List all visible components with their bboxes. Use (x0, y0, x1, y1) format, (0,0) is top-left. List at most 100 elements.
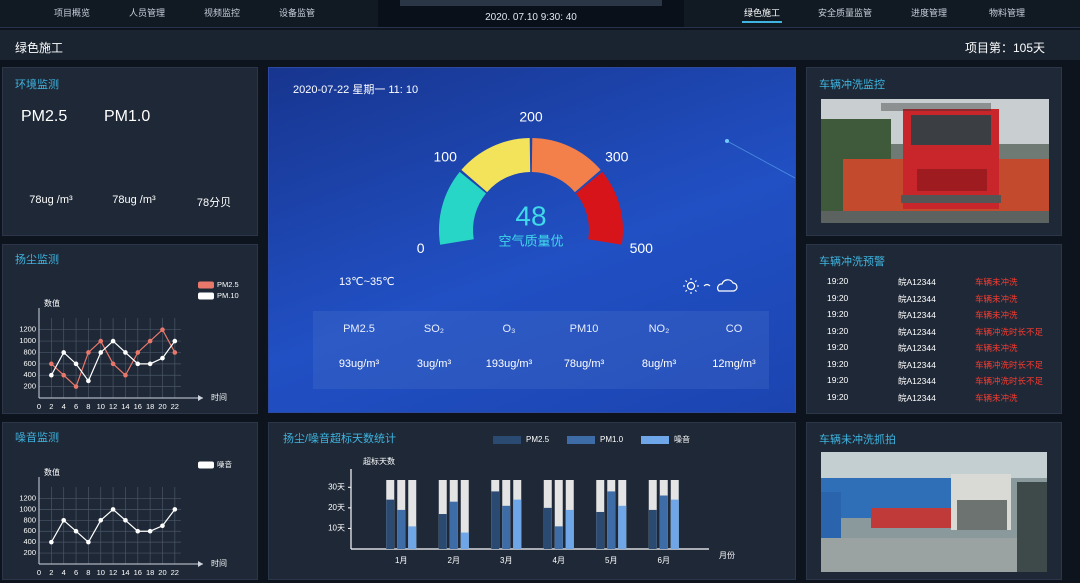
warning-cell: 19:20 (827, 375, 849, 385)
nav-item[interactable]: 项目概览 (53, 8, 90, 18)
gauge-segment (575, 171, 623, 245)
y-tick-label: 200 (23, 382, 36, 391)
x-axis-label: 时间 (211, 558, 227, 568)
bar (513, 499, 522, 549)
data-point (73, 384, 79, 389)
env-value: 78ug /m³ (29, 194, 73, 206)
pollutant-name: O₃ (502, 323, 516, 335)
nav-item[interactable]: 物料管理 (988, 8, 1025, 18)
y-axis-label: 数值 (44, 467, 60, 477)
header-title: 绿色施工 (15, 41, 64, 55)
data-point (98, 518, 104, 523)
bar (438, 514, 447, 549)
bar (596, 511, 605, 549)
data-point (135, 361, 141, 367)
warning-cell: 皖A12344 (898, 326, 936, 337)
warning-cell: 车辆冲洗时长不足 (975, 326, 1044, 337)
data-point (86, 378, 91, 384)
gauge-tick-label: 0 (417, 240, 425, 256)
bar (607, 491, 616, 549)
bar (449, 501, 458, 549)
wash-monitor-panel: 车辆冲洗监控 (806, 67, 1062, 236)
project-day: 项目第：105天 (964, 41, 1045, 55)
gauge-tick-label: 300 (605, 149, 629, 165)
x-tick-label: 2 (49, 568, 53, 577)
x-tick-label: 20 (158, 402, 166, 411)
temperature: 13℃~35℃ (339, 276, 395, 288)
legend-label: 噪音 (674, 434, 690, 444)
data-point (73, 361, 79, 367)
gauge-tick-label: 200 (519, 109, 543, 125)
data-point (86, 350, 91, 355)
x-tick-label: 6 (74, 402, 78, 411)
axis-arrow (198, 395, 203, 401)
bar (618, 505, 627, 549)
data-point (172, 350, 178, 355)
x-axis-label: 月份 (719, 550, 735, 560)
nav-active-underline (742, 21, 782, 23)
bar (408, 526, 417, 549)
y-axis-label: 数值 (44, 298, 60, 308)
legend-swatch (641, 436, 669, 444)
data-point (172, 507, 178, 512)
air-quality-panel: 2020-07-22 星期一 11: 10 0 100 200 300 500 48 空气质… (268, 67, 796, 413)
gauge-label: 空气质量优 (498, 233, 563, 248)
x-tick-label: 10 (97, 402, 105, 411)
y-tick-label: 30天 (328, 482, 345, 491)
data-point (61, 372, 66, 378)
legend-swatch (493, 436, 521, 444)
y-tick-label: 20天 (328, 503, 345, 512)
x-tick-label: 20 (158, 568, 166, 577)
x-tick-label: 2月 (448, 556, 460, 565)
y-tick-label: 200 (23, 548, 36, 557)
warning-cell: 车辆冲洗时长不足 (975, 376, 1044, 386)
data-point (172, 338, 178, 344)
warning-cell: 19:20 (827, 391, 849, 402)
y-tick-label: 400 (23, 370, 36, 379)
nav-item[interactable]: 安全质量监管 (817, 8, 872, 18)
warning-cell: 皖A12344 (898, 343, 936, 353)
chart-title: 扬尘/噪音超标天数统计 (283, 431, 396, 445)
data-point (135, 350, 141, 355)
bar (502, 505, 511, 549)
noise-chart: 噪音监测 200 400 600 800 1000 1200 0 2 4 6 8 10 12 14 16 18 2… (15, 430, 232, 577)
nav-item[interactable]: 进度管理 (910, 8, 947, 18)
data-point (73, 528, 79, 534)
data-point (147, 338, 153, 344)
nav-item[interactable]: 人员管理 (128, 8, 165, 18)
weather-icons (683, 278, 738, 294)
data-point (61, 518, 66, 523)
data-point (110, 338, 116, 344)
pollutant-value: 93ug/m³ (338, 358, 380, 370)
nav-item[interactable]: 视频监控 (203, 8, 240, 18)
nav-item[interactable]: 设备监管 (278, 8, 315, 18)
data-point (123, 372, 128, 378)
x-tick-label: 0 (37, 402, 41, 411)
nav-item[interactable]: 绿色施工 (743, 8, 780, 18)
gauge-tick-label: 100 (434, 149, 458, 165)
x-tick-label: 0 (37, 568, 41, 577)
warning-cell: 皖A12344 (898, 359, 936, 370)
warning-cell: 皖A12344 (898, 310, 936, 320)
data-point (61, 350, 66, 355)
wash-video (821, 99, 1049, 223)
x-tick-label: 1月 (395, 556, 407, 565)
gauge-tick-label: 500 (630, 240, 654, 256)
bar (554, 526, 563, 549)
y-axis-label: 超标天数 (363, 456, 395, 466)
decor-dot (725, 139, 729, 143)
data-point (49, 372, 54, 378)
data-point (110, 361, 116, 367)
x-tick-label: 4 (62, 402, 66, 411)
pollutant-name: CO (725, 323, 743, 335)
pollutant-value: 3ug/m³ (416, 358, 452, 370)
pollutant-box (313, 311, 769, 389)
bar (648, 509, 657, 549)
env-icon: PM1.0 (104, 108, 150, 126)
x-tick-label: 14 (121, 402, 129, 411)
warning-cell: 19:20 (827, 342, 849, 352)
panel-title: 车辆未冲洗抓拍 (819, 434, 896, 446)
legend-swatch (198, 281, 214, 289)
